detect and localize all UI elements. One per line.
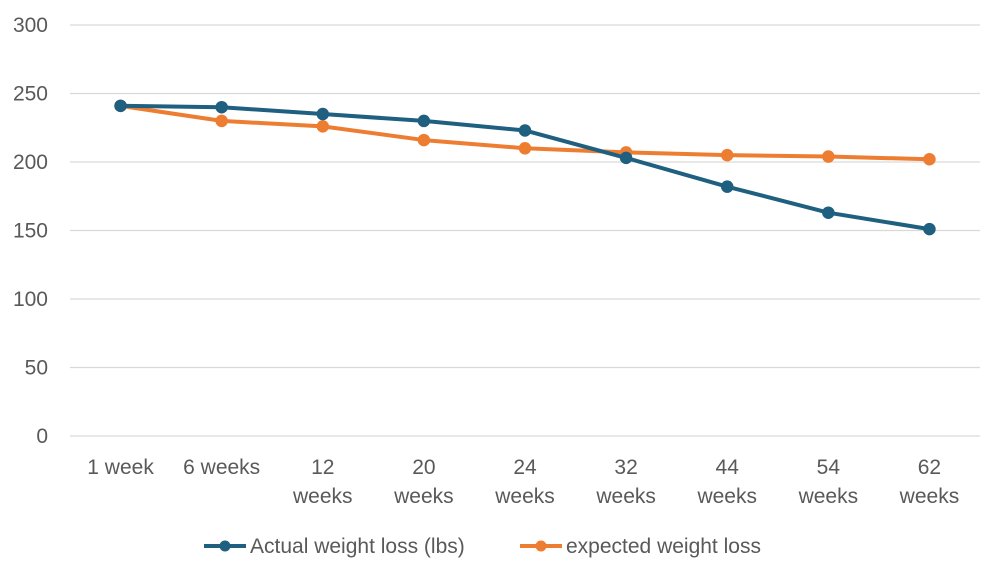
y-tick-label: 200 xyxy=(13,151,48,174)
y-tick-label: 100 xyxy=(13,288,48,311)
data-point xyxy=(619,151,633,165)
x-tick-label-line: 62 xyxy=(918,456,941,479)
y-tick-label: 150 xyxy=(13,220,48,243)
x-tick-label: 12 weeks xyxy=(292,456,353,508)
x-tick-label: 6 weeks xyxy=(183,456,260,479)
data-point xyxy=(518,142,532,155)
x-tick-label-line: 44 xyxy=(716,456,740,479)
x-tick-label-line: 24 xyxy=(513,456,537,479)
y-tick-label: 250 xyxy=(13,83,48,106)
x-tick-label-line: weeks xyxy=(595,485,656,508)
legend-swatch-marker xyxy=(219,540,231,552)
legend-label: expected weight loss xyxy=(566,535,761,558)
data-point xyxy=(215,100,228,114)
x-tick-label: 32 weeks xyxy=(595,456,656,508)
legend-item: expected weight loss xyxy=(520,535,761,558)
series-lines xyxy=(114,99,936,236)
x-tick-label: 54 weeks xyxy=(798,456,859,508)
x-tick-label-line: 6 weeks xyxy=(183,456,260,479)
legend: Actual weight loss (lbs) expected weight … xyxy=(204,535,761,558)
y-tick-label: 50 xyxy=(25,357,48,380)
x-tick-label-line: weeks xyxy=(798,485,859,508)
x-tick-label-line: weeks xyxy=(899,485,960,508)
data-point xyxy=(316,120,330,133)
data-point xyxy=(417,114,431,128)
x-tick-label-line: weeks xyxy=(393,485,454,508)
x-tick-label-line: 20 xyxy=(412,456,435,479)
y-tick-label: 0 xyxy=(36,425,48,448)
data-point xyxy=(822,206,835,219)
y-tick-label: 300 xyxy=(13,14,48,37)
x-tick-label: 20 weeks xyxy=(393,456,454,508)
legend-item: Actual weight loss (lbs) xyxy=(204,535,465,558)
x-tick-label: 1 week xyxy=(87,456,154,479)
data-point xyxy=(822,150,835,163)
data-point xyxy=(923,222,936,236)
x-axis-tick-labels: 1 week 6 weeks 12 weeks 20 weeks 24 weeks 32 week… xyxy=(87,456,959,508)
x-tick-label-line: 1 week xyxy=(87,456,154,479)
data-point xyxy=(215,114,228,128)
data-point xyxy=(417,133,431,147)
x-tick-label-line: weeks xyxy=(292,485,353,508)
x-tick-label-line: 32 xyxy=(614,456,637,479)
x-tick-label-line: 12 xyxy=(311,456,334,479)
x-tick-label: 44 weeks xyxy=(696,456,757,508)
data-point xyxy=(316,107,330,121)
x-tick-label: 62 weeks xyxy=(899,456,960,508)
data-point xyxy=(923,153,936,166)
data-point xyxy=(720,148,734,162)
legend-label: Actual weight loss (lbs) xyxy=(250,535,465,558)
x-tick-label-line: 54 xyxy=(817,456,841,479)
data-point xyxy=(720,180,734,193)
gridlines xyxy=(70,24,980,437)
y-axis-tick-labels: 0 50 100 150 200 250 300 xyxy=(13,14,48,448)
data-point xyxy=(518,124,532,137)
x-tick-label-line: weeks xyxy=(494,485,555,508)
legend-swatch-marker xyxy=(535,540,547,552)
data-point xyxy=(114,99,127,113)
x-tick-label-line: weeks xyxy=(696,485,757,508)
series-0 xyxy=(114,99,936,236)
x-tick-label: 24 weeks xyxy=(494,456,555,508)
